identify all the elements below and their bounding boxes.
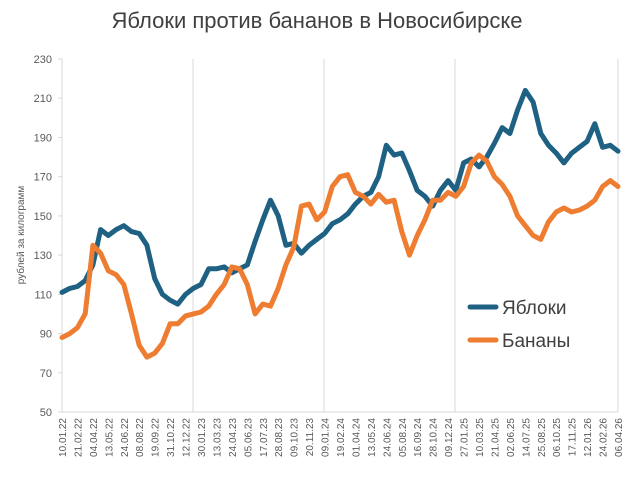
series-line [59,87,621,307]
x-tick-label: 28.08.23 [274,418,285,457]
x-tick-label: 31.10.22 [166,418,177,457]
x-tick-label: 13.05.24 [367,418,378,457]
x-tick-label: 10.03.25 [475,418,486,457]
y-tick-label: 210 [34,93,52,105]
x-tick-label: 21.04.25 [490,418,501,457]
x-tick-label: 30.01.23 [197,418,208,457]
x-tick-label: 16.09.24 [413,418,424,457]
x-tick-label: 04.04.22 [89,418,100,457]
x-tick-label: 17.11.25 [568,418,579,457]
x-tick-label: 24.06.22 [120,418,131,457]
x-tick-label: 06.04.26 [614,418,625,457]
x-tick-label: 21.02.22 [73,418,84,457]
chart-title: Яблоки против бананов в Новосибирске [112,8,523,33]
x-tick-label: 24.02.26 [599,418,610,457]
x-tick-label: 01.04.24 [351,418,362,457]
x-tick-label: 24.04.23 [228,418,239,457]
x-tick-label: 05.08.24 [398,418,409,457]
y-tick-label: 50 [40,407,52,419]
y-tick-label: 170 [34,172,52,184]
y-tick-label: 150 [34,211,52,223]
x-tick-label: 28.10.24 [429,418,440,457]
x-tick-label: 09.12.24 [444,418,455,457]
x-tick-label: 27.01.25 [460,418,471,457]
y-tick-label: 130 [34,250,52,262]
y-tick-label: 110 [34,289,52,301]
x-tick-label: 17.07.23 [259,418,270,457]
x-tick-label: 12.01.26 [583,418,594,457]
x-tick-label: 09.01.24 [321,418,332,457]
x-tick-label: 02.06.25 [506,418,517,457]
x-tick-label: 24.06.24 [382,418,393,457]
x-tick-label: 08.08.22 [135,418,146,457]
x-tick-label: 05.06.23 [243,418,254,457]
y-tick-label: 190 [34,132,52,144]
x-tick-label: 13.05.22 [104,418,115,457]
legend-label: Бананы [502,331,570,352]
y-axis-label: рублей за килограмм [15,186,27,285]
x-tick-label: 13.03.23 [212,418,223,457]
y-tick-label: 70 [40,368,52,380]
x-tick-label: 09.10.23 [290,418,301,457]
legend-label: Яблоки [502,298,567,319]
x-tick-label: 06.10.25 [552,418,563,457]
x-tick-label: 25.08.25 [537,418,548,457]
series-line [59,152,621,360]
x-tick-label: 10.01.22 [58,418,69,457]
x-tick-label: 19.02.24 [336,418,347,457]
y-tick-label: 230 [34,54,52,66]
x-tick-label: 12.12.22 [182,418,193,457]
x-tick-label: 14.07.25 [521,418,532,457]
y-tick-label: 90 [40,329,52,341]
x-tick-label: 19.09.22 [151,418,162,457]
x-tick-label: 20.11.23 [305,418,316,457]
